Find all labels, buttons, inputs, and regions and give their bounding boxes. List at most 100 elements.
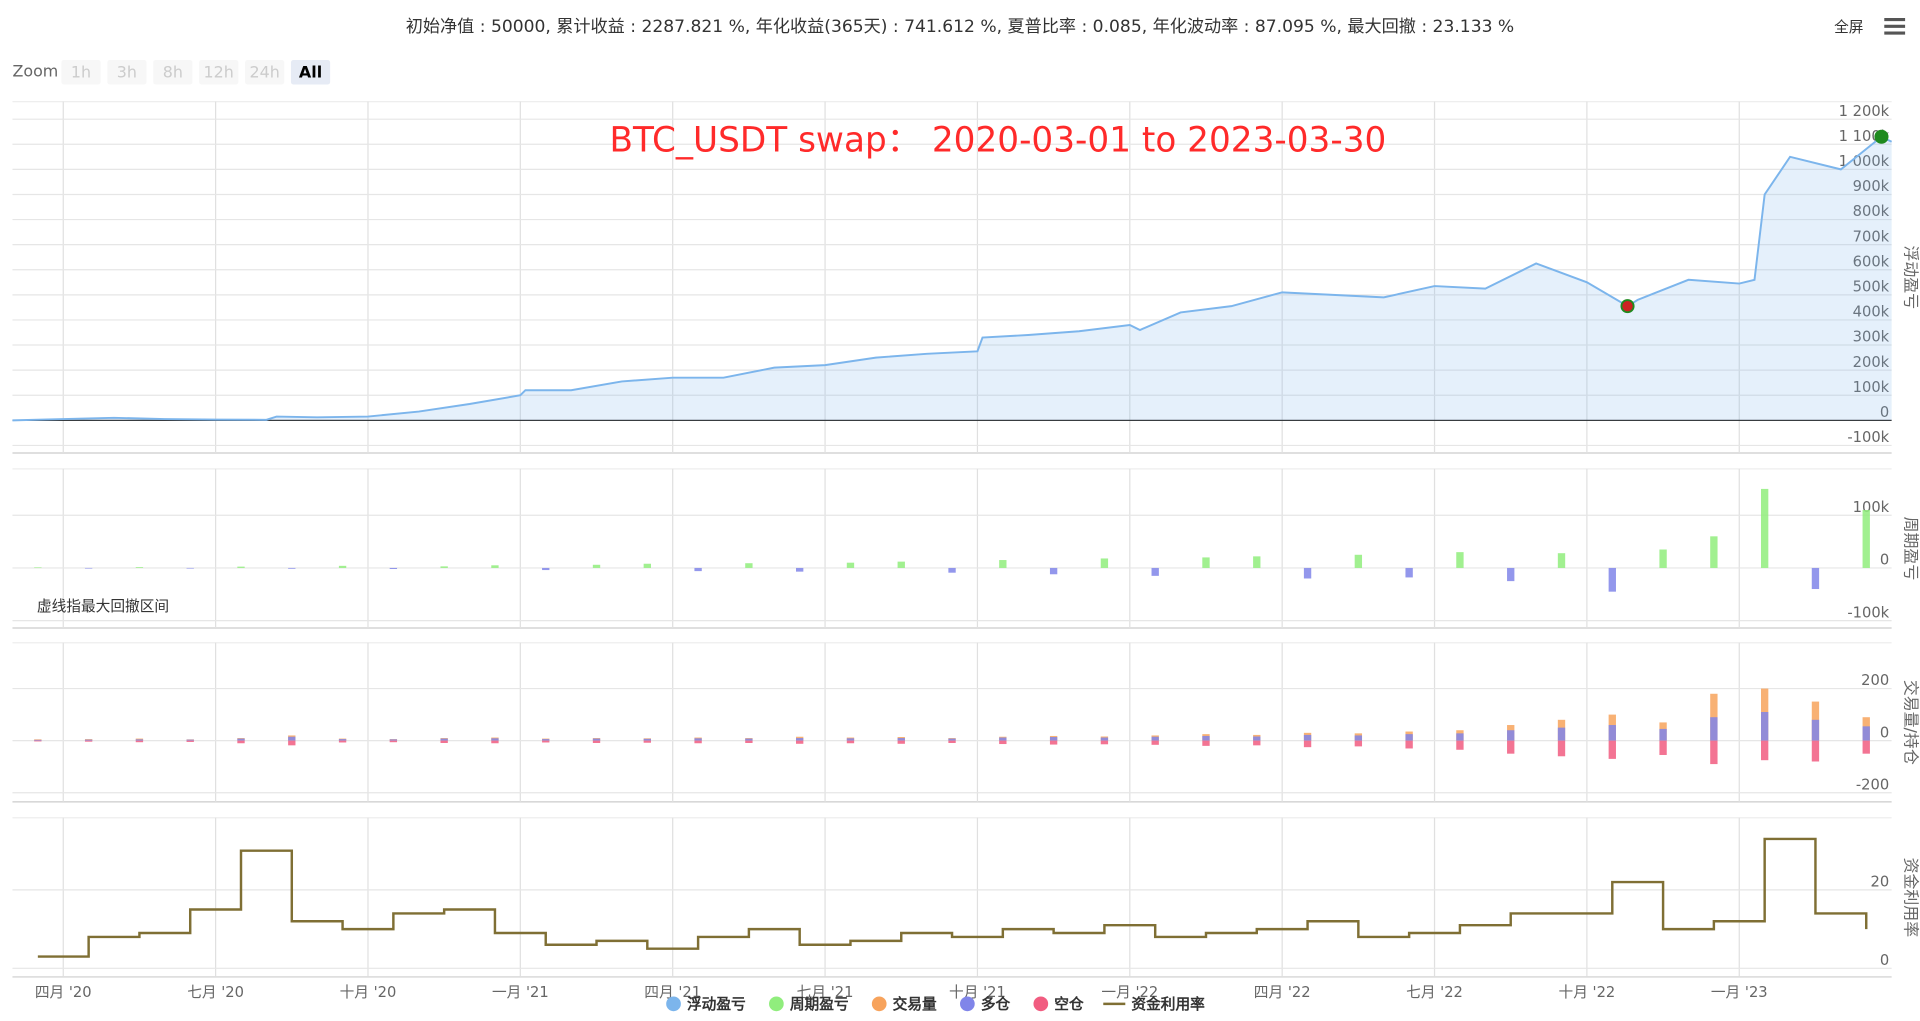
bar bbox=[1456, 740, 1464, 750]
y-tick-label: 800k bbox=[1853, 203, 1890, 220]
legend-marker[interactable] bbox=[769, 996, 784, 1012]
y-tick-label: 200k bbox=[1853, 354, 1890, 371]
bar bbox=[84, 739, 93, 741]
bar bbox=[135, 739, 144, 741]
zoom-button[interactable] bbox=[245, 59, 285, 85]
bar bbox=[542, 739, 550, 741]
bar bbox=[1100, 737, 1109, 741]
bar bbox=[237, 566, 245, 568]
zoom-button-label[interactable]: 3h bbox=[117, 62, 137, 81]
bar bbox=[135, 740, 144, 743]
y-tick-label: 0 bbox=[1880, 404, 1889, 421]
bar bbox=[542, 740, 550, 743]
bar bbox=[1151, 740, 1159, 745]
menu-icon[interactable] bbox=[1884, 18, 1906, 35]
marker bbox=[1620, 299, 1635, 314]
bar bbox=[694, 567, 702, 572]
bar bbox=[1811, 719, 1820, 741]
bar bbox=[1100, 740, 1109, 745]
bar bbox=[84, 740, 93, 742]
line bbox=[37, 837, 1868, 958]
bar bbox=[1151, 736, 1159, 741]
bar bbox=[1862, 726, 1870, 741]
bar bbox=[1049, 737, 1058, 741]
bar bbox=[440, 740, 448, 743]
x-tick-label: 七月 '20 bbox=[187, 984, 244, 1001]
bar bbox=[1557, 727, 1566, 741]
bar bbox=[338, 740, 347, 743]
bar bbox=[1760, 488, 1769, 568]
bar bbox=[1659, 740, 1667, 755]
legend-label[interactable]: 交易量 bbox=[893, 995, 937, 1013]
y-tick-label: 0 bbox=[1880, 952, 1889, 969]
bar bbox=[643, 738, 651, 741]
x-tick-label: 十月 '20 bbox=[340, 984, 397, 1001]
bar bbox=[1202, 740, 1210, 746]
bar bbox=[846, 738, 855, 741]
bar bbox=[338, 565, 347, 568]
bar bbox=[897, 561, 905, 568]
legend-label[interactable]: 浮动盈亏 bbox=[687, 995, 746, 1013]
bar bbox=[288, 740, 296, 746]
bar bbox=[846, 562, 855, 568]
bar bbox=[1760, 712, 1769, 741]
x-tick-label: 七月 '22 bbox=[1406, 984, 1463, 1001]
legend-marker[interactable] bbox=[666, 996, 681, 1012]
zoom-button[interactable] bbox=[153, 59, 193, 85]
bar bbox=[1760, 740, 1769, 761]
zoom-button-label[interactable]: 12h bbox=[204, 62, 234, 81]
zoom-button[interactable] bbox=[107, 59, 147, 85]
legend-label[interactable]: 空仓 bbox=[1054, 995, 1084, 1013]
zoom-button-label[interactable]: All bbox=[299, 62, 322, 81]
line bbox=[12, 135, 1893, 422]
bar bbox=[1659, 728, 1667, 741]
area bbox=[12, 136, 1892, 421]
bar bbox=[948, 740, 956, 743]
bar bbox=[1303, 740, 1312, 748]
bar bbox=[1151, 567, 1159, 576]
bar bbox=[1253, 740, 1261, 746]
legend-label[interactable]: 周期盈亏 bbox=[790, 995, 849, 1013]
bar bbox=[1811, 740, 1820, 762]
bar bbox=[135, 567, 144, 568]
zoom-button-label[interactable]: 8h bbox=[163, 62, 183, 81]
bar bbox=[542, 567, 550, 571]
bar bbox=[186, 567, 194, 569]
y-tick-label: 100k bbox=[1853, 499, 1890, 516]
bar bbox=[1100, 558, 1109, 568]
zoom-button[interactable] bbox=[199, 59, 239, 85]
legend-marker[interactable] bbox=[960, 996, 975, 1012]
bar bbox=[1557, 740, 1566, 757]
zoom-button[interactable] bbox=[290, 59, 331, 85]
zoom-button[interactable] bbox=[61, 59, 101, 85]
bar bbox=[389, 739, 398, 741]
bar bbox=[1456, 552, 1464, 568]
bar bbox=[1710, 740, 1718, 765]
bar bbox=[897, 738, 905, 741]
y-tick-label: 700k bbox=[1853, 228, 1890, 245]
y-tick-label: 100k bbox=[1853, 379, 1890, 396]
bar bbox=[1405, 740, 1413, 749]
y-axis-title: 交易量/持仓 bbox=[1901, 680, 1920, 765]
x-tick-label: 四月 '21 bbox=[644, 984, 701, 1001]
legend-marker[interactable] bbox=[871, 996, 887, 1012]
zoom-label: Zoom bbox=[12, 62, 58, 81]
bar bbox=[694, 738, 702, 741]
bar bbox=[1303, 567, 1312, 579]
zoom-button-label[interactable]: 1h bbox=[71, 62, 91, 81]
bar bbox=[389, 567, 398, 570]
legend-label[interactable]: 多仓 bbox=[981, 995, 1011, 1013]
fullscreen-button[interactable]: 全屏 bbox=[1834, 18, 1863, 36]
y-tick-label: 300k bbox=[1853, 329, 1890, 346]
bar bbox=[491, 565, 499, 568]
bar bbox=[1202, 735, 1210, 741]
y-axis-title: 周期盈亏 bbox=[1901, 517, 1920, 581]
zoom-button-label[interactable]: 24h bbox=[249, 62, 279, 81]
y-tick-label: 900k bbox=[1853, 178, 1890, 195]
legend-label[interactable]: 资金利用率 bbox=[1131, 995, 1205, 1013]
bar bbox=[1253, 556, 1261, 568]
legend-marker[interactable] bbox=[1033, 996, 1049, 1012]
bar bbox=[440, 738, 448, 741]
bar bbox=[288, 736, 296, 741]
note: 虚线指最大回撤区间 bbox=[37, 598, 169, 615]
